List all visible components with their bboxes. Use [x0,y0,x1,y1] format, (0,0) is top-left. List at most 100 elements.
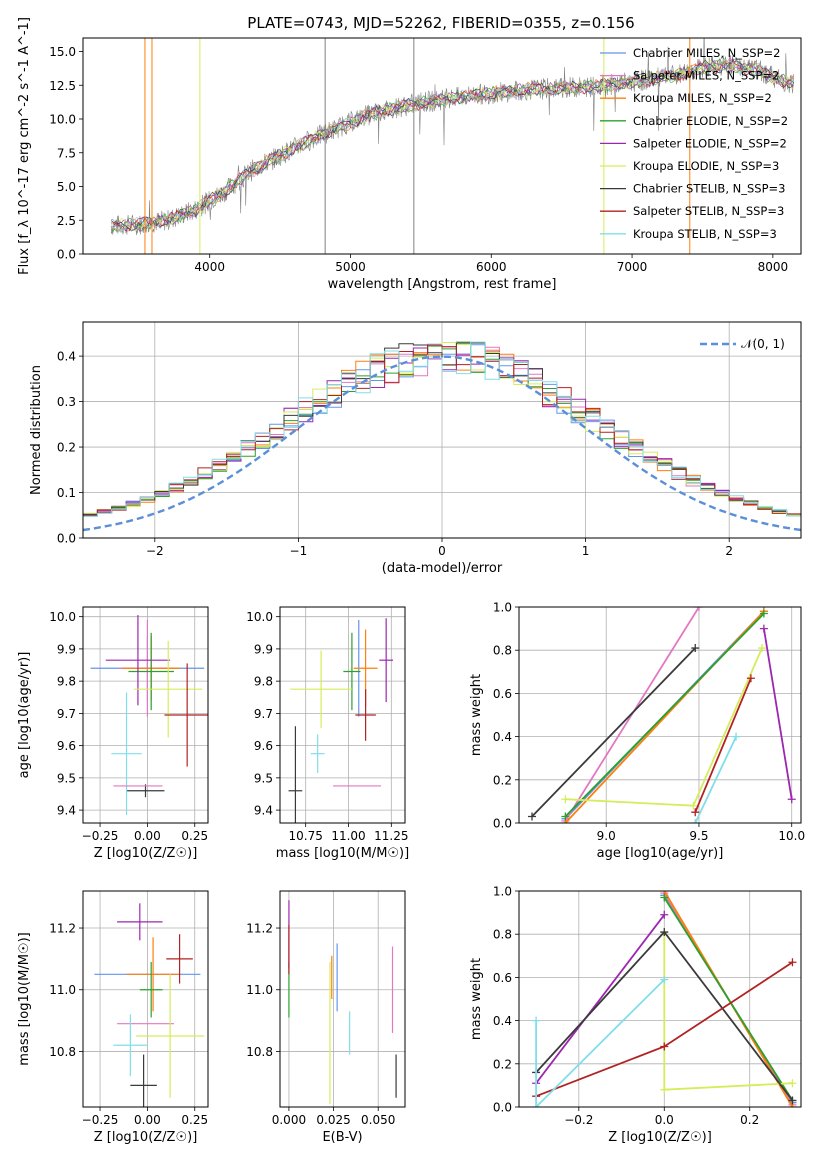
weight-marker [689,801,698,810]
x-tick-label: 0.025 [316,1113,350,1127]
x-tick-label: 0.0 [655,1113,674,1127]
weight-series-line [763,628,793,800]
y-tick-label: 11.2 [246,922,273,936]
legend-entry: Chabrier STELIB, N_SSP=3 [633,182,785,196]
axes-frame [279,606,406,824]
x-axis-label: Z [log10(Z/Z☉)] [94,1130,198,1145]
weight-series-line [564,612,765,818]
residual-histogram [83,341,801,517]
axes-frame [279,890,406,1108]
weight-marker [660,975,669,984]
x-axis-label: age [log10(age/yr)] [597,846,724,861]
weight-series-line [663,932,793,1091]
model-spectrum [110,59,794,232]
y-tick-label: 0.0 [57,532,76,546]
weight-series-line [535,978,665,1107]
x-tick-label: 0.2 [740,1113,759,1127]
x-tick-label: 9.5 [689,829,708,843]
age-vs-mass-panel: 10.75 11.00 11.25 9.4 9.5 9.6 9.7 9.8 9.9 10.0 mas… [246,606,409,861]
weight-marker [759,609,768,618]
weight-marker [694,607,703,611]
residual-histogram [83,342,801,516]
y-tick-label: 0.2 [493,773,512,787]
x-tick-label: −0.25 [82,829,119,843]
x-tick-label: 1 [582,544,590,558]
x-tick-label: 0.00 [134,1113,161,1127]
axes-frame [82,890,209,1108]
y-tick-label: 0.8 [493,644,512,658]
y-axis-label: mass [log10(M/M☉)] [17,932,32,1065]
y-tick-label: 0.6 [493,687,512,701]
x-tick-label: 11.00 [331,829,365,843]
x-tick-label: −1 [290,544,308,558]
y-tick-label: 9.7 [57,707,76,721]
axes-frame [82,606,209,824]
y-tick-label: 0.4 [493,730,512,744]
y-tick-label: 9.4 [254,804,273,818]
y-tick-label: 10.0 [246,610,273,624]
x-tick-label: 0.25 [181,829,208,843]
age-vs-metallicity-panel: −0.25 0.00 0.25 9.4 9.5 9.6 9.7 9.8 9.9 10.0 Z [lo… [17,606,209,861]
plot-area [110,38,795,254]
weight-marker [561,812,570,821]
weight-vs-metallicity-panel: −0.2 0.0 0.2 0.0 0.2 0.4 0.6 0.8 1.0 Z [log10(Z/Z… [469,885,802,1145]
axes-frame [82,321,802,539]
weight-marker [759,624,768,633]
y-axis-label: mass weight [469,958,484,1040]
x-axis-label: mass [log10(M/M☉)] [276,846,409,861]
y-axis-label: mass weight [469,674,484,756]
y-tick-label: 0.8 [493,928,512,942]
y-tick-label: 2.5 [57,214,76,228]
y-tick-label: 12.5 [49,79,76,93]
y-tick-label: 9.5 [57,771,76,785]
y-tick-label: 15.0 [49,45,76,59]
y-tick-label: 5.0 [57,180,76,194]
weight-marker [660,1042,669,1051]
legend-entry: Salpeter ELODIE, N_SSP=2 [633,136,787,150]
y-tick-label: 10.8 [246,1045,273,1059]
weight-marker [758,644,767,653]
residuals-panel: −2 −1 0 1 2 0.0 0.1 0.2 0.3 0.4 (data-model)/error… [29,321,802,576]
x-tick-label: 10.0 [778,829,805,843]
y-tick-label: 9.7 [254,707,273,721]
y-tick-label: 10.8 [49,1045,76,1059]
y-tick-label: 0.4 [493,1014,512,1028]
legend-entry: Salpeter STELIB, N_SSP=3 [633,204,784,218]
y-tick-label: 0.6 [493,971,512,985]
y-tick-label: 9.8 [57,675,76,689]
normal-curve [83,355,801,532]
y-tick-label: 10.0 [49,610,76,624]
x-tick-label: 6000 [476,260,507,274]
plot-area [94,903,205,1107]
weight-marker [788,1096,797,1105]
axes-frame [518,606,802,824]
axes-frame [518,890,802,1108]
model-spectrum [111,57,794,232]
weight-marker [691,819,700,823]
weight-series-line [694,736,737,823]
x-tick-label: 5000 [335,260,366,274]
x-axis-label: E(B-V) [322,1130,362,1145]
plot-area [288,900,397,1104]
weight-marker [532,1016,541,1025]
y-tick-label: 11.0 [49,983,76,997]
weight-marker [532,1103,541,1107]
y-axis-label: Flux [f_λ 10^-17 erg cm^-2 s^-1 A^-1] [17,17,32,275]
weight-series-line [663,897,794,1101]
weight-marker [691,644,700,653]
plot-area [527,607,796,823]
legend-entry: Salpeter MILES, N_SSP=2 [633,69,779,83]
mass-vs-metallicity-panel: −0.25 0.00 0.25 10.8 11.0 11.2 Z [log10(Z/Z☉)]… [17,890,209,1145]
x-axis-label: wavelength [Angstrom, rest frame] [328,277,557,292]
residual-histogram [83,344,801,517]
weight-marker [746,674,755,683]
x-tick-label: 2 [725,544,733,558]
y-tick-label: 0.0 [493,1101,512,1115]
y-tick-label: 0.4 [57,350,76,364]
weight-series-line [531,647,696,818]
model-spectrum [110,58,794,232]
spectrum-panel: 4000 5000 6000 7000 8000 0.0 2.5 5.0 7.5 10.0 12.5… [17,17,802,292]
y-axis-label: age [log10(age/yr)] [17,652,32,779]
x-axis-label: Z [log10(Z/Z☉)] [608,1130,712,1145]
